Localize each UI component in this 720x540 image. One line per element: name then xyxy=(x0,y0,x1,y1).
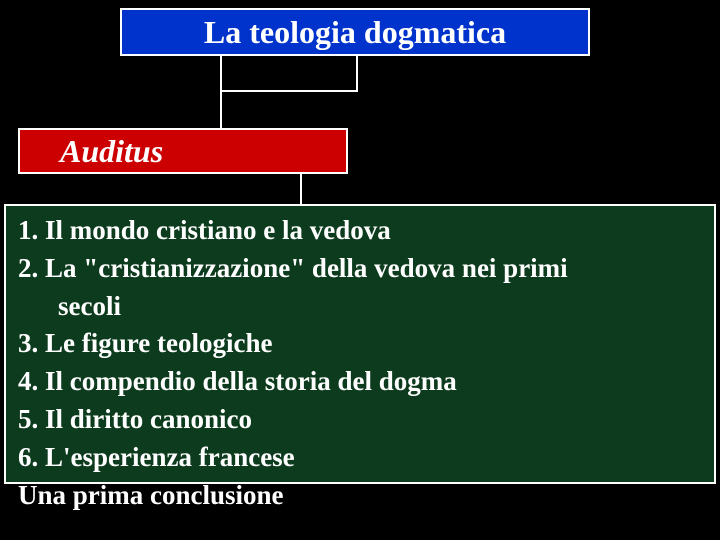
content-line: Una prima conclusione xyxy=(18,477,702,515)
content-line: 4. Il compendio della storia del dogma xyxy=(18,363,702,401)
content-box: 1. Il mondo cristiano e la vedova 2. La … xyxy=(4,204,716,484)
title-box: La teologia dogmatica xyxy=(120,8,590,56)
content-line: 3. Le figure teologiche xyxy=(18,325,702,363)
connector-vertical-left xyxy=(220,56,222,128)
subtitle-box: Auditus xyxy=(18,128,348,174)
content-line: 5. Il diritto canonico xyxy=(18,401,702,439)
content-line: 2. La "cristianizzazione" della vedova n… xyxy=(18,250,702,288)
content-line: 1. Il mondo cristiano e la vedova xyxy=(18,212,702,250)
title-text: La teologia dogmatica xyxy=(204,14,506,51)
content-line: 6. L'esperienza francese xyxy=(18,439,702,477)
subtitle-text: Auditus xyxy=(60,133,163,170)
connector-horizontal xyxy=(220,90,356,92)
connector-vertical-top xyxy=(356,56,358,92)
connector-vertical-bottom xyxy=(300,174,302,204)
content-line: secoli xyxy=(18,288,702,326)
